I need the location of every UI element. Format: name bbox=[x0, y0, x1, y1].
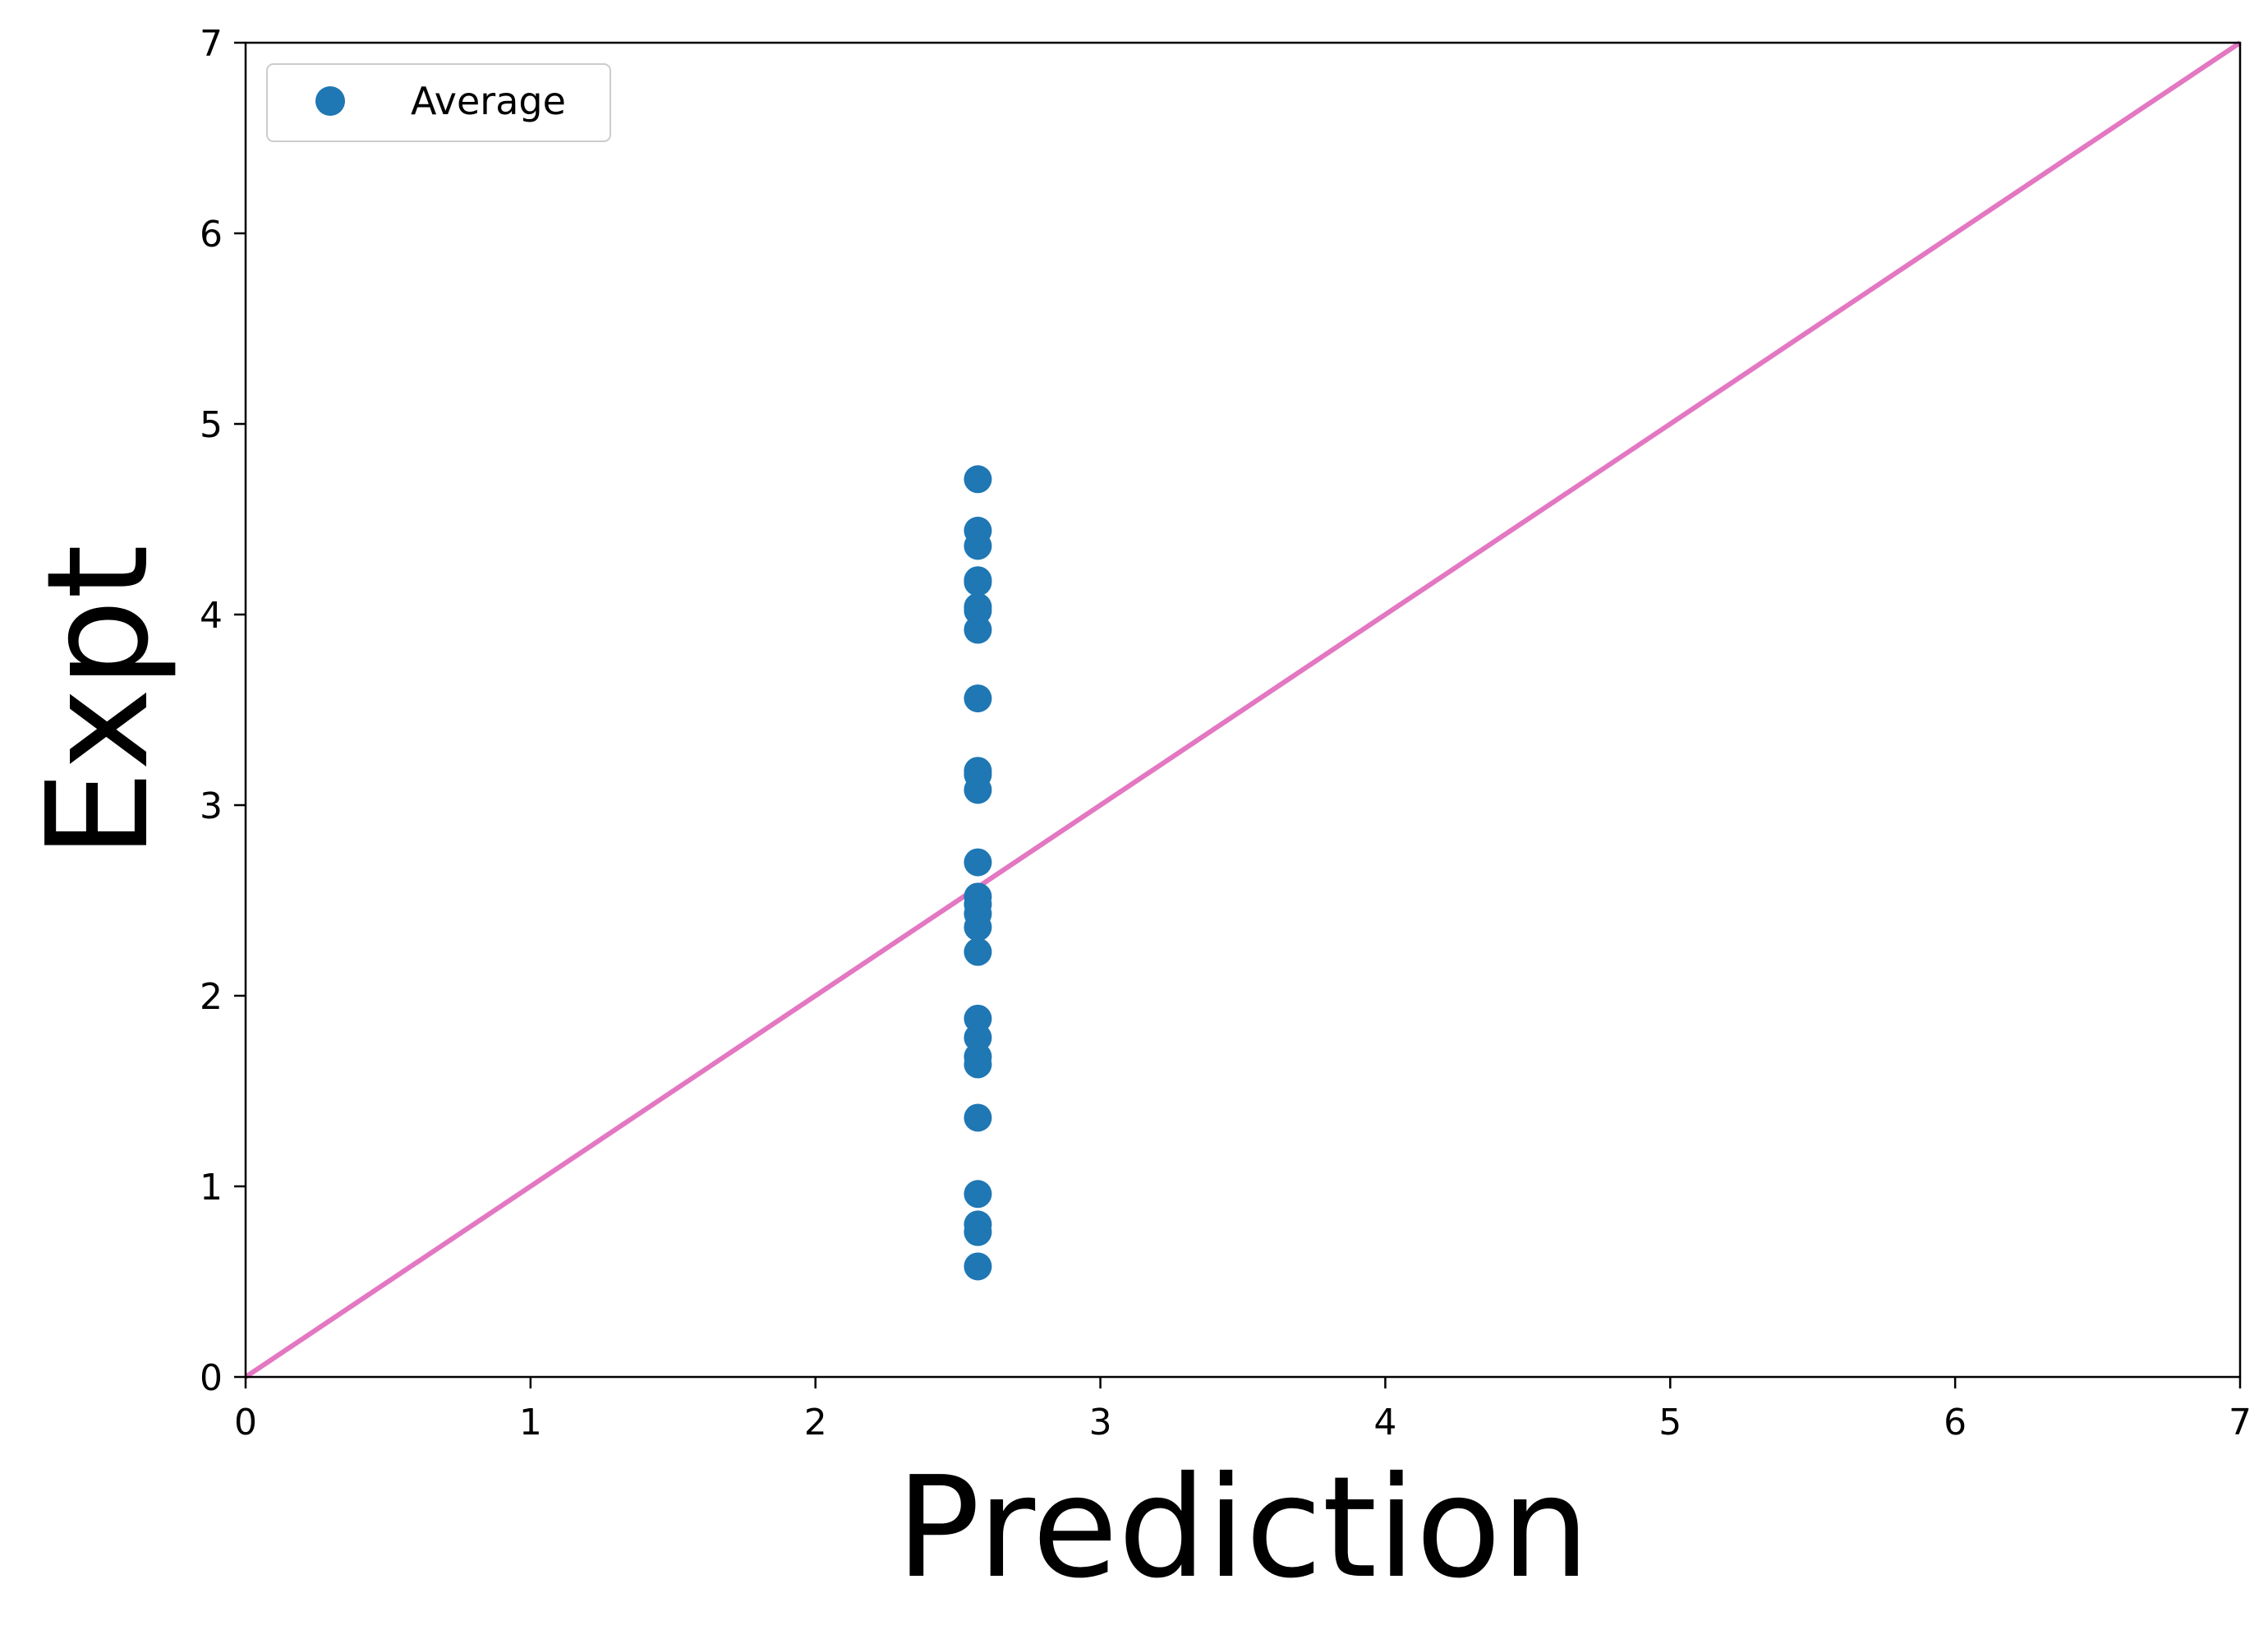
data-point bbox=[964, 1180, 992, 1209]
x-tick-label: 1 bbox=[519, 1402, 542, 1444]
data-point bbox=[964, 1050, 992, 1079]
reference-line-layer bbox=[244, 40, 2242, 1379]
y-tick-label: 4 bbox=[200, 595, 223, 637]
x-tick-label: 5 bbox=[1658, 1402, 1681, 1444]
x-tick-label: 7 bbox=[2229, 1402, 2252, 1444]
data-point bbox=[964, 848, 992, 877]
y-axis-label: Expt bbox=[17, 545, 180, 859]
x-tick-label: 4 bbox=[1373, 1402, 1396, 1444]
data-point bbox=[964, 684, 992, 713]
plot-area-frame bbox=[244, 41, 2242, 1379]
x-tick-label: 0 bbox=[234, 1402, 257, 1444]
data-point bbox=[964, 568, 992, 596]
legend-box bbox=[266, 63, 611, 142]
scatter-points-layer bbox=[964, 465, 992, 1281]
y-tick-label: 3 bbox=[200, 785, 223, 827]
y-tick-label: 1 bbox=[200, 1167, 223, 1209]
y-tick-label: 7 bbox=[200, 23, 223, 65]
data-point bbox=[964, 890, 992, 919]
legend: Average bbox=[266, 63, 611, 142]
y-tick-label: 0 bbox=[200, 1357, 223, 1399]
y-axis-ticks: 0 1 2 3 4 5 6 7 bbox=[200, 23, 246, 1399]
data-point bbox=[964, 937, 992, 966]
data-point bbox=[964, 615, 992, 644]
data-point bbox=[964, 465, 992, 494]
y-tick-label: 5 bbox=[200, 404, 223, 446]
y-tick-label: 6 bbox=[200, 214, 223, 256]
x-tick-label: 3 bbox=[1089, 1402, 1112, 1444]
x-axis-label: Prediction bbox=[896, 1447, 1590, 1609]
x-tick-label: 2 bbox=[804, 1402, 827, 1444]
data-point bbox=[964, 1103, 992, 1132]
legend-label-average: Average bbox=[411, 79, 566, 123]
reference-line bbox=[244, 40, 2242, 1379]
x-tick-label: 6 bbox=[1944, 1402, 1967, 1444]
legend-marker-average bbox=[315, 86, 345, 116]
data-point bbox=[964, 532, 992, 560]
data-point bbox=[964, 1252, 992, 1281]
y-tick-label: 2 bbox=[200, 976, 223, 1018]
x-axis-ticks: 0 1 2 3 4 5 6 7 bbox=[234, 1377, 2252, 1444]
data-point bbox=[964, 913, 992, 942]
data-point bbox=[964, 1218, 992, 1246]
data-point bbox=[964, 760, 992, 789]
